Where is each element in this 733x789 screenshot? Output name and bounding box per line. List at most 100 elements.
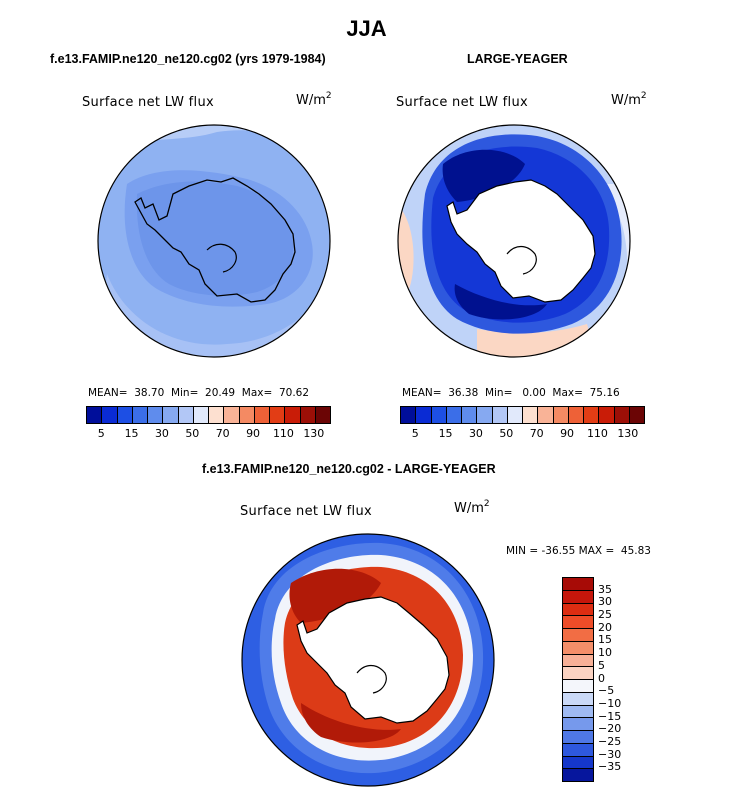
colorbar-tick-label: 70 bbox=[529, 427, 544, 440]
diff-colorbar-swatch bbox=[563, 743, 593, 757]
diff-colorbar-tick-label: 35 bbox=[598, 582, 612, 596]
colorbar-tick-label: 50 bbox=[499, 427, 514, 440]
diff-map-border bbox=[241, 533, 495, 787]
diff-colorbar-tick-label: 15 bbox=[598, 633, 612, 647]
colorbar-swatch bbox=[584, 407, 600, 423]
diff-map bbox=[241, 533, 495, 787]
colorbar-swatch bbox=[401, 407, 417, 423]
diff-colorbar-swatch bbox=[563, 718, 593, 731]
colorbar-swatch bbox=[148, 407, 164, 423]
panel2-deep-north bbox=[442, 149, 525, 202]
colorbar-swatch bbox=[431, 407, 447, 423]
colorbar-swatch bbox=[629, 407, 644, 423]
diff-colorbar-swatch bbox=[563, 641, 593, 655]
colorbar-swatch bbox=[315, 407, 330, 423]
diff-colorbar-swatch bbox=[563, 578, 593, 591]
colorbar-swatch bbox=[477, 407, 493, 423]
colorbar-swatch bbox=[209, 407, 225, 423]
diff-colorbar-tick-label: −15 bbox=[598, 709, 622, 723]
colorbar-swatch bbox=[193, 407, 209, 423]
diff-colorbar-swatch bbox=[563, 756, 593, 770]
colorbar-tick-label: 110 bbox=[586, 427, 608, 440]
panel2-colorbar-ticks: 5 15 30 50 70 90 110 130 bbox=[400, 427, 643, 441]
panel2-colorbar bbox=[400, 406, 645, 424]
diff-colorbar-swatch bbox=[563, 629, 593, 642]
colorbar-tick-label: 30 bbox=[154, 427, 169, 440]
diff-colorbar-swatch bbox=[563, 603, 593, 617]
diff-colorbar-tick-label: 20 bbox=[598, 620, 612, 634]
colorbar-swatch bbox=[507, 407, 523, 423]
panel1-map bbox=[97, 124, 331, 358]
colorbar-swatch bbox=[132, 407, 148, 423]
colorbar-tick-label: 15 bbox=[124, 427, 139, 440]
colorbar-swatch bbox=[224, 407, 240, 423]
diff-units: W/m2 bbox=[454, 499, 490, 516]
diff-hot-north bbox=[289, 568, 381, 623]
diff-colorbar-tick-label: −20 bbox=[598, 722, 622, 736]
colorbar-tick-label: 30 bbox=[468, 427, 483, 440]
colorbar-tick-label: 90 bbox=[560, 427, 575, 440]
panel1-units-base: W/m bbox=[296, 93, 326, 108]
diff-units-base: W/m bbox=[454, 501, 484, 516]
diff-colorbar-tick-label: 25 bbox=[598, 608, 612, 622]
colorbar-swatch bbox=[523, 407, 539, 423]
panel2-map-border bbox=[397, 124, 631, 358]
diff-colorbar-ticks: 35 30 25 20 15 10 5 0 −5 −10 −15 −20 −25 −30 −35 bbox=[598, 577, 638, 780]
panel2-deep-south bbox=[454, 284, 547, 320]
diff-colorbar-swatch bbox=[563, 654, 593, 668]
diff-colorbar bbox=[562, 577, 594, 782]
diff-colorbar-tick-label: −30 bbox=[598, 747, 622, 761]
diff-stats: MIN = -36.55 MAX = 45.83 bbox=[506, 545, 651, 557]
colorbar-swatch bbox=[538, 407, 554, 423]
panel2-stats: MEAN= 36.38 Min= 0.00 Max= 75.16 bbox=[402, 387, 620, 399]
colorbar-swatch bbox=[178, 407, 194, 423]
diff-colorbar-tick-label: −10 bbox=[598, 696, 622, 710]
panel2-map bbox=[397, 124, 631, 358]
panel2-units-exp: 2 bbox=[640, 91, 647, 101]
panel2-pale-east bbox=[597, 184, 630, 274]
diff-hot-south bbox=[301, 703, 401, 743]
diff-colorbar-tick-label: −25 bbox=[598, 734, 622, 748]
colorbar-swatch bbox=[416, 407, 432, 423]
panel1-light-band-south bbox=[98, 274, 330, 357]
colorbar-swatch bbox=[462, 407, 478, 423]
colorbar-swatch bbox=[285, 407, 301, 423]
colorbar-tick-label: 130 bbox=[617, 427, 639, 440]
diff-colorbar-swatch bbox=[563, 590, 593, 604]
panel2-header: LARGE-YEAGER bbox=[467, 52, 568, 66]
colorbar-tick-label: 50 bbox=[185, 427, 200, 440]
colorbar-swatch bbox=[239, 407, 255, 423]
panel1-header: f.e13.FAMIP.ne120_ne120.cg02 (yrs 1979-1… bbox=[50, 52, 326, 66]
diff-colorbar-tick-label: 0 bbox=[598, 671, 605, 685]
diff-colorbar-tick-label: 10 bbox=[598, 646, 612, 660]
colorbar-tick-label: 130 bbox=[303, 427, 325, 440]
diff-colorbar-swatch bbox=[563, 680, 593, 693]
colorbar-swatch bbox=[254, 407, 270, 423]
panel1-antarctica-fill bbox=[136, 181, 294, 296]
panel2-antarctica bbox=[446, 179, 596, 303]
colorbar-swatch bbox=[163, 407, 179, 423]
colorbar-swatch bbox=[492, 407, 508, 423]
diff-ross-sea bbox=[356, 664, 387, 694]
panel1-stats: MEAN= 38.70 Min= 20.49 Max= 70.62 bbox=[88, 387, 310, 399]
colorbar-tick-label: 5 bbox=[97, 427, 105, 440]
panel1-colorbar bbox=[86, 406, 331, 424]
diff-header: f.e13.FAMIP.ne120_ne120.cg02 - LARGE-YEA… bbox=[202, 462, 496, 476]
panel2-units-base: W/m bbox=[611, 93, 641, 108]
diff-colorbar-tick-label: 30 bbox=[598, 595, 612, 609]
colorbar-swatch bbox=[553, 407, 569, 423]
colorbar-tick-label: 90 bbox=[246, 427, 261, 440]
panel2-units: W/m2 bbox=[611, 91, 647, 108]
panel2-label: Surface net LW flux bbox=[396, 95, 528, 110]
colorbar-swatch bbox=[270, 407, 286, 423]
panel1-units: W/m2 bbox=[296, 91, 332, 108]
main-title: JJA bbox=[346, 16, 387, 41]
diff-colorbar-swatch bbox=[563, 705, 593, 719]
diff-colorbar-tick-label: −5 bbox=[598, 684, 615, 698]
colorbar-tick-label: 70 bbox=[215, 427, 230, 440]
colorbar-tick-label: 5 bbox=[411, 427, 419, 440]
colorbar-tick-label: 15 bbox=[438, 427, 453, 440]
panel1-label: Surface net LW flux bbox=[82, 95, 214, 110]
colorbar-swatch bbox=[87, 407, 103, 423]
colorbar-swatch bbox=[300, 407, 316, 423]
